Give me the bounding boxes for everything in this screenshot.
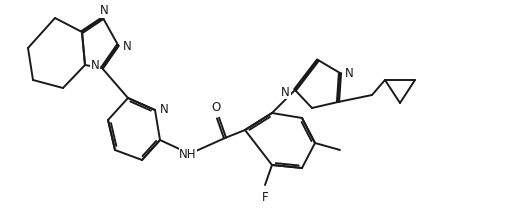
- Text: N: N: [99, 4, 108, 17]
- Text: N: N: [123, 39, 131, 52]
- Text: N: N: [91, 58, 100, 71]
- Text: N: N: [280, 86, 290, 99]
- Text: N: N: [344, 67, 353, 80]
- Text: F: F: [261, 191, 268, 204]
- Text: NH: NH: [179, 147, 196, 161]
- Text: N: N: [160, 103, 168, 116]
- Text: O: O: [211, 101, 220, 114]
